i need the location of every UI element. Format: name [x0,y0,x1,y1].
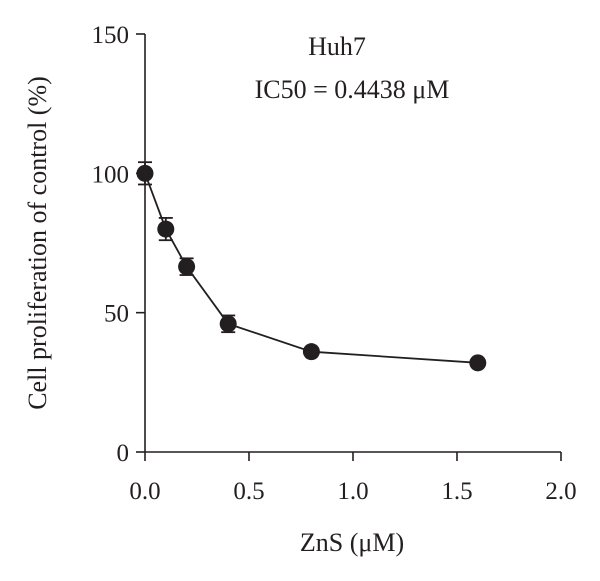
x-tick-label: 2.0 [545,478,576,505]
data-point [469,354,487,372]
series-line [144,173,478,364]
x-tick-label: 0.5 [233,478,264,505]
y-axis-label: Cell proliferation of control (%) [23,76,52,410]
y-tick-label: 150 [92,22,130,49]
series-layer [136,161,487,372]
y-axis-ticks: 0 50 100 150 [92,22,145,467]
data-point [219,315,237,333]
x-tick-label: 1.5 [441,478,472,505]
data-point [157,220,175,238]
ic50-annotation: IC50 = 0.4438 μM [255,75,450,104]
y-tick-label: 100 [92,161,130,188]
y-tick-label: 0 [117,440,130,467]
data-point [302,343,320,361]
y-tick-label: 50 [104,301,129,328]
data-point [136,164,154,182]
data-point [178,258,196,276]
chart-title: Huh7 [308,32,366,61]
x-axis-label: ZnS (μM) [300,528,404,557]
x-axis-ticks: 0.0 0.5 1.0 1.5 2.0 [129,452,577,505]
x-tick-label: 1.0 [337,478,368,505]
x-tick-label: 0.0 [129,478,160,505]
